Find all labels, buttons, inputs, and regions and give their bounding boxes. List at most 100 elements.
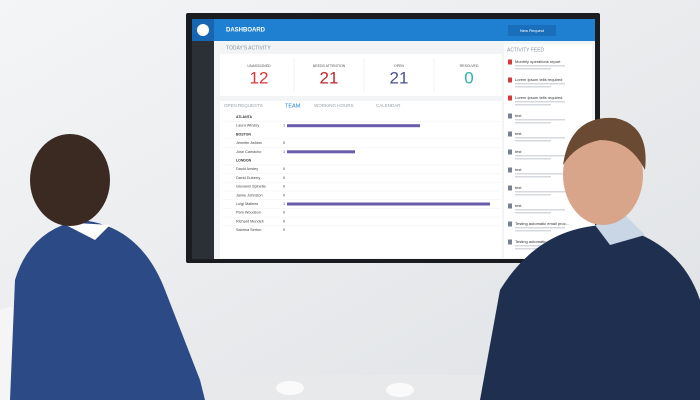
feed-subtext [515,212,551,214]
new-request-label: New Request [520,28,545,33]
stat-label: RESOLVED [460,64,479,68]
feed-item: Testing automatic email proc... [515,239,569,244]
feed-subtext [515,209,565,211]
stat-value: 0 [464,68,473,87]
feed-subtext [515,230,551,232]
member-name: Laura Windsy [236,124,259,128]
member-count: 0 [283,211,285,215]
stat-label: UNASSIGNED [247,64,271,68]
sidebar [192,19,214,259]
member-name: Jose Camacho [236,150,261,154]
feed-icon [508,77,512,83]
feed-icon [508,113,512,119]
new-request-button[interactable] [508,25,556,36]
left-person-suit [10,220,205,400]
logo [197,24,209,36]
stat-value: 21 [390,68,409,87]
feed-item: test [515,185,522,190]
member-count: 0 [283,185,285,189]
member-name: Jamie Johnston [236,193,263,197]
feed-item: Monthly operations report [515,59,561,64]
workload-bar [287,124,420,128]
stat-label: OPEN [394,64,404,68]
member-count: 0 [283,176,285,180]
feed-subtext [515,155,565,157]
group-label: ATLANTA [236,115,252,119]
feed-icon [508,185,512,191]
tab[interactable]: OPEN REQUESTS [224,103,263,108]
feed-subtext [515,245,565,247]
member-name: Pam Woodson [236,211,261,215]
workload-bar [287,202,490,206]
top-bar [192,19,595,41]
workload-bar [287,150,355,154]
feed-subtext [515,86,551,88]
feed-icon [508,59,512,65]
feed-subtext [515,173,565,175]
feed-item: Lorem Ipsum tells required [515,95,562,100]
feed-icon [508,149,512,155]
activity-title: TODAY'S ACTIVITY [226,45,271,51]
feed-item: test [515,113,522,118]
feed-subtext [515,83,565,85]
cup [386,383,414,397]
tab[interactable]: WORKING HOURS [314,103,354,108]
stats-panel [220,54,502,96]
member-count: 0 [283,167,285,171]
member-count: 0 [283,228,285,232]
feed-subtext [515,119,565,121]
feed-icon [508,167,512,173]
member-count: 0 [283,219,285,223]
member-count: 0 [283,193,285,197]
stat-value: 21 [320,68,339,87]
feed-subtext [515,122,551,124]
feed-subtext [515,104,551,106]
feed-item: test [515,149,522,154]
feed-subtext [515,191,565,193]
tab[interactable]: CALENDAR [376,103,401,108]
feed-subtext [515,140,551,142]
feed-icon [508,95,512,101]
right-person-hair [563,117,646,170]
feed-subtext [515,227,565,229]
feed-item: test [515,203,522,208]
member-count: 1 [283,150,285,154]
cup [276,381,304,395]
stat-value: 12 [250,68,269,87]
feed-icon [508,131,512,137]
feed-subtext [515,65,565,67]
member-name: Jennifer Ashton [236,141,262,145]
member-name: David Duberry [236,176,260,180]
group-label: LONDON [236,158,252,162]
feed-icon [508,239,512,245]
member-count: 1 [283,124,285,128]
member-name: Luigi Mallens [236,202,258,206]
member-count: 1 [283,202,285,206]
right-person-suit [480,225,700,400]
feed-subtext [515,176,551,178]
left-person-head [30,134,110,226]
feed-subtext [515,68,551,70]
tab[interactable]: TEAM [285,103,301,109]
right-person-head [563,125,643,225]
feed-item: test [515,167,522,172]
member-name: Sabrina Serton [236,228,261,232]
feed-item: Testing automatic email proc... [515,221,569,226]
feed-icon [508,221,512,227]
feed-item: test [515,131,522,136]
people [0,117,700,405]
feed-subtext [515,158,551,160]
group-label: BOSTON [236,132,251,136]
left-person-collar [60,222,110,240]
feed-subtext [515,101,565,103]
feed-subtext [515,194,551,196]
feed-icon [508,203,512,209]
feed-title: ACTIVITY FEED [507,47,545,53]
member-count: 0 [283,141,285,145]
member-name: Richard Mundell [236,219,264,223]
member-name: David Anstey [236,167,258,171]
feed-subtext [515,137,565,139]
member-name: Giovanni Spinella [236,185,266,189]
feed-item: Lorem Ipsum tells required [515,77,562,82]
